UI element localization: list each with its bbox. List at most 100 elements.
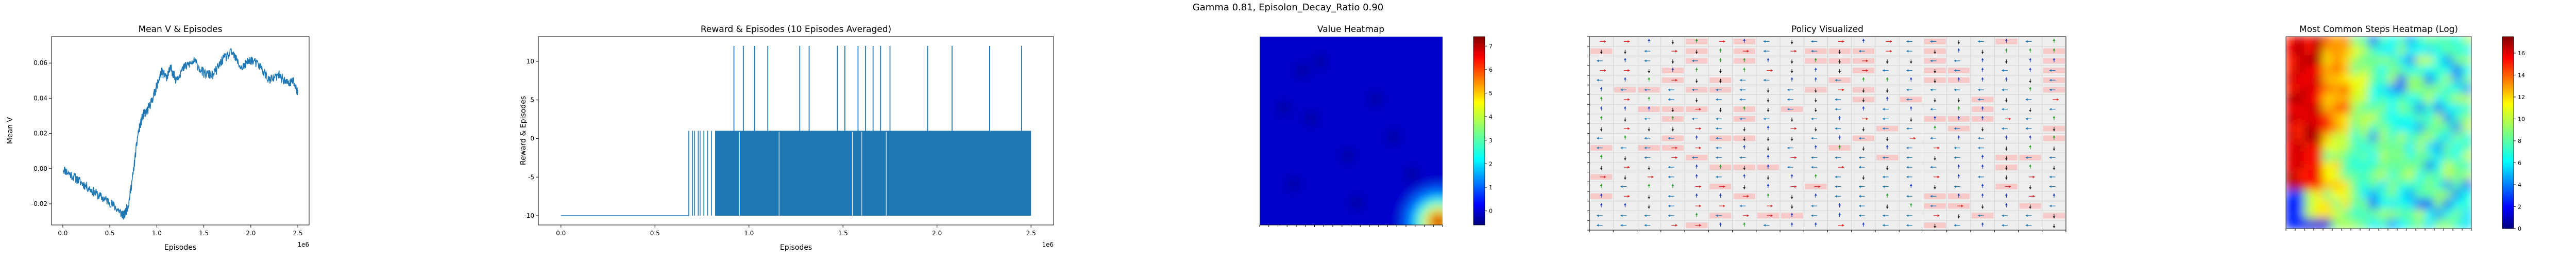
policy-arrowhead [2029, 68, 2032, 70]
policy-arrowhead [1767, 149, 1770, 151]
policy-arrowhead [1957, 106, 1960, 109]
heatmap-cell [2295, 93, 2305, 105]
policy-arrowhead [2029, 48, 2032, 51]
mean-v-title: Mean V & Episodes [138, 24, 222, 35]
policy-arrowhead [2005, 135, 2008, 138]
policy-arrowhead [1883, 156, 1885, 159]
x-tick-label: 1.5 [199, 230, 209, 237]
policy-arrowhead [1644, 59, 1647, 62]
heatmap-cell [2415, 208, 2426, 220]
heatmap-cell [2295, 208, 2305, 220]
policy-arrowhead [1716, 127, 1718, 130]
policy-arrowhead [1623, 52, 1626, 54]
policy-arrowhead [2009, 185, 2011, 188]
heatmap-cell [2350, 208, 2361, 220]
heatmap-cell [2378, 218, 2388, 229]
heatmap-cell [2304, 199, 2314, 210]
heatmap-cell [2360, 55, 2370, 66]
heatmap-cell [2434, 170, 2444, 181]
heatmap-cell [2443, 74, 2453, 85]
heatmap-cell [2286, 55, 2296, 66]
policy-arrowhead [1767, 100, 1770, 103]
policy-arrowhead [1739, 98, 1742, 101]
heatmap-cell [2286, 84, 2296, 95]
policy-arrowhead [1838, 116, 1841, 118]
heatmap-cell [2286, 189, 2296, 201]
heatmap-cell [2425, 189, 2435, 201]
policy-arrowhead [1934, 116, 1937, 118]
heatmap-cell [2341, 93, 2351, 105]
heatmap-cell [2341, 37, 2351, 47]
heatmap-cell [2350, 218, 2361, 229]
policy-arrowhead [2002, 127, 2004, 130]
policy-arrowhead [1906, 175, 1909, 179]
policy-arrowhead [1628, 98, 1630, 101]
heatmap-cell [2397, 151, 2407, 162]
policy-arrowhead [2002, 108, 2004, 111]
policy-arrowhead [2025, 214, 2028, 217]
heatmap-hot-cell [1433, 216, 1443, 225]
heatmap-cell [2425, 112, 2435, 124]
policy-arrowhead [2005, 158, 2008, 160]
heatmap-cell [2415, 141, 2426, 153]
heatmap-cell [2313, 208, 2324, 220]
policy-arrowhead [1890, 40, 1892, 43]
heatmap-cell [2397, 170, 2407, 181]
heatmap-cell [2443, 208, 2453, 220]
policy-arrowhead [1692, 156, 1694, 159]
heatmap-cell [2350, 74, 2361, 85]
heatmap-cell [2462, 218, 2471, 229]
heatmap-cell [2295, 37, 2305, 47]
policy-arrowhead [1930, 137, 1933, 140]
policy-arrowhead [2005, 193, 2008, 196]
heatmap-cell [2332, 103, 2342, 114]
policy-arrowhead [2005, 38, 2008, 41]
heatmap-cell [2332, 45, 2342, 57]
policy-arrowhead [1671, 42, 1674, 44]
heatmap-cell [2378, 37, 2388, 47]
mean-v-xlabel: Episodes [164, 244, 196, 252]
heatmap-cell [2323, 55, 2333, 66]
reward-x-offset: 1e6 [1042, 241, 1054, 248]
heatmap-cell [2415, 55, 2426, 66]
policy-arrowhead [1668, 137, 1670, 140]
policy-arrowhead [2029, 187, 2032, 190]
policy-arrowhead [1886, 193, 1889, 196]
heatmap-cell [2387, 55, 2398, 66]
heatmap-cell [2415, 64, 2426, 76]
heatmap-cell [2378, 170, 2388, 181]
policy-arrowhead [1600, 154, 1603, 157]
policy-arrowhead [2002, 69, 2004, 72]
heatmap-cell [2341, 208, 2351, 220]
policy-arrowhead [1835, 185, 1837, 188]
policy-arrowhead [1723, 185, 1725, 188]
heatmap-cell [2415, 170, 2426, 181]
policy-arrowhead [1600, 52, 1603, 54]
heatmap-cell [2313, 199, 2324, 210]
heatmap-cell [2295, 151, 2305, 162]
policy-arrowhead [1909, 61, 1912, 64]
policy-arrowhead [1790, 206, 1793, 209]
heatmap-cell [2286, 37, 2296, 47]
policy-arrowhead [1597, 147, 1599, 150]
policy-arrowhead [1699, 204, 1702, 207]
policy-arrowhead [1814, 110, 1817, 112]
colorbar-tick-label: 6 [2518, 159, 2521, 166]
heatmap-cell [2341, 55, 2351, 66]
heatmap-cell [2360, 37, 2370, 47]
policy-arrowhead [1981, 116, 1984, 118]
heatmap-cell [2397, 84, 2407, 95]
heatmap-cell [2415, 103, 2426, 114]
policy-arrowhead [2009, 117, 2011, 120]
heatmap-cell [2369, 55, 2379, 66]
policy-arrowhead [1937, 214, 1940, 217]
heatmap-cell [2378, 199, 2388, 210]
heatmap-cell [2332, 170, 2342, 181]
heatmap-cell [2286, 160, 2296, 172]
policy-arrowhead [1811, 214, 1814, 217]
heatmap-cell [2406, 199, 2416, 210]
policy-arrowhead [1600, 168, 1603, 170]
value-heatmap-cells [1260, 37, 1443, 225]
policy-arrowhead [1811, 50, 1814, 53]
heatmap-cell [2304, 151, 2314, 162]
